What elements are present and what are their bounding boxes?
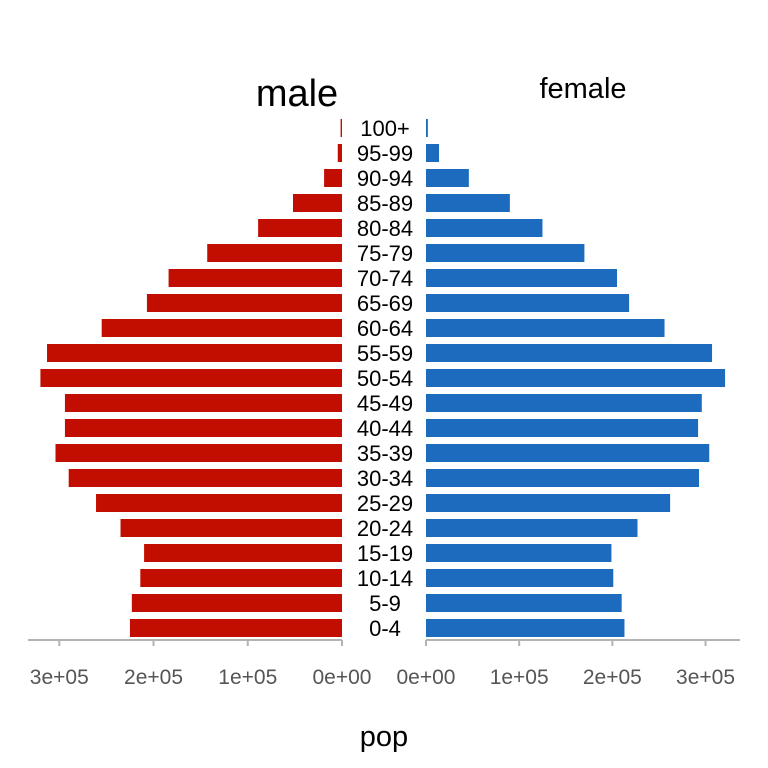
male-bar-50-54 — [40, 369, 343, 387]
female-bar-80-84 — [426, 219, 543, 237]
female-bar-95-99 — [426, 144, 440, 162]
male-bar-30-34 — [68, 469, 342, 487]
male-bar-75-79 — [207, 244, 342, 262]
age-group-label: 35-39 — [357, 441, 413, 466]
male-tick-label: 2e+05 — [124, 666, 183, 689]
female-bar-30-34 — [426, 469, 699, 487]
male-bar-15-19 — [144, 544, 342, 562]
female-panel-title: female — [539, 73, 626, 105]
age-group-label: 100+ — [360, 116, 410, 141]
female-bar-85-89 — [426, 194, 510, 212]
age-group-label: 70-74 — [357, 266, 413, 291]
male-bar-90-94 — [324, 169, 342, 187]
x-axes: 3e+05 2e+05 1e+05 0e+00 0e+00 1e+05 2e+05 3e+05 — [28, 639, 740, 689]
female-bar-70-74 — [426, 269, 618, 287]
x-axis-label: pop — [360, 721, 408, 753]
age-group-label: 50-54 — [357, 366, 413, 391]
female-bar-25-29 — [426, 494, 671, 512]
age-group-label: 95-99 — [357, 141, 413, 166]
male-tick-label: 3e+05 — [30, 666, 89, 689]
age-group-label: 45-49 — [357, 391, 413, 416]
female-tick-label: 0e+00 — [397, 666, 456, 689]
age-group-label: 90-94 — [357, 166, 413, 191]
age-group-label: 40-44 — [357, 416, 413, 441]
age-group-label: 5-9 — [369, 591, 401, 616]
age-group-label: 15-19 — [357, 541, 413, 566]
male-bar-20-24 — [120, 519, 342, 537]
female-bar-40-44 — [426, 419, 699, 437]
male-bar-85-89 — [292, 194, 342, 212]
age-group-label: 75-79 — [357, 241, 413, 266]
male-bar-65-69 — [146, 294, 342, 312]
age-group-label: 30-34 — [357, 466, 413, 491]
female-bar-75-79 — [426, 244, 585, 262]
age-group-label: 0-4 — [369, 616, 401, 641]
female-tick-label: 1e+05 — [490, 666, 549, 689]
female-bar-10-14 — [426, 569, 614, 587]
female-bar-60-64 — [426, 319, 665, 337]
age-group-label: 10-14 — [357, 566, 413, 591]
bars-layer — [40, 119, 726, 637]
male-bar-25-29 — [96, 494, 342, 512]
female-tick-label: 2e+05 — [583, 666, 642, 689]
female-bar-55-59 — [426, 344, 713, 362]
male-tick-label: 1e+05 — [218, 666, 277, 689]
female-bar-50-54 — [426, 369, 726, 387]
female-bar-90-94 — [426, 169, 469, 187]
female-bar-15-19 — [426, 544, 612, 562]
age-group-label: 60-64 — [357, 316, 413, 341]
female-bar-5-9 — [426, 594, 622, 612]
male-bar-55-59 — [47, 344, 343, 362]
male-bar-95-99 — [337, 144, 342, 162]
male-bar-35-39 — [55, 444, 342, 462]
female-bar-65-69 — [426, 294, 630, 312]
age-group-label: 65-69 — [357, 291, 413, 316]
category-labels: 0-45-910-1415-1920-2425-2930-3435-3940-4… — [357, 116, 413, 641]
male-panel-title: male — [256, 73, 338, 115]
age-group-label: 20-24 — [357, 516, 413, 541]
female-bar-0-4 — [426, 619, 625, 637]
female-bar-35-39 — [426, 444, 710, 462]
female-bar-45-49 — [426, 394, 702, 412]
age-group-label: 55-59 — [357, 341, 413, 366]
male-bar-5-9 — [131, 594, 342, 612]
male-tick-label: 0e+00 — [313, 666, 372, 689]
female-bar-100+ — [426, 119, 428, 137]
male-bar-70-74 — [168, 269, 342, 287]
female-bar-20-24 — [426, 519, 638, 537]
female-tick-label: 3e+05 — [676, 666, 735, 689]
male-bar-0-4 — [129, 619, 342, 637]
age-group-label: 25-29 — [357, 491, 413, 516]
male-bar-40-44 — [64, 419, 343, 437]
male-bar-80-84 — [258, 219, 342, 237]
age-group-label: 85-89 — [357, 191, 413, 216]
male-bar-45-49 — [64, 394, 343, 412]
male-bar-10-14 — [140, 569, 342, 587]
male-bar-100+ — [340, 119, 342, 137]
male-bar-60-64 — [101, 319, 343, 337]
age-group-label: 80-84 — [357, 216, 413, 241]
